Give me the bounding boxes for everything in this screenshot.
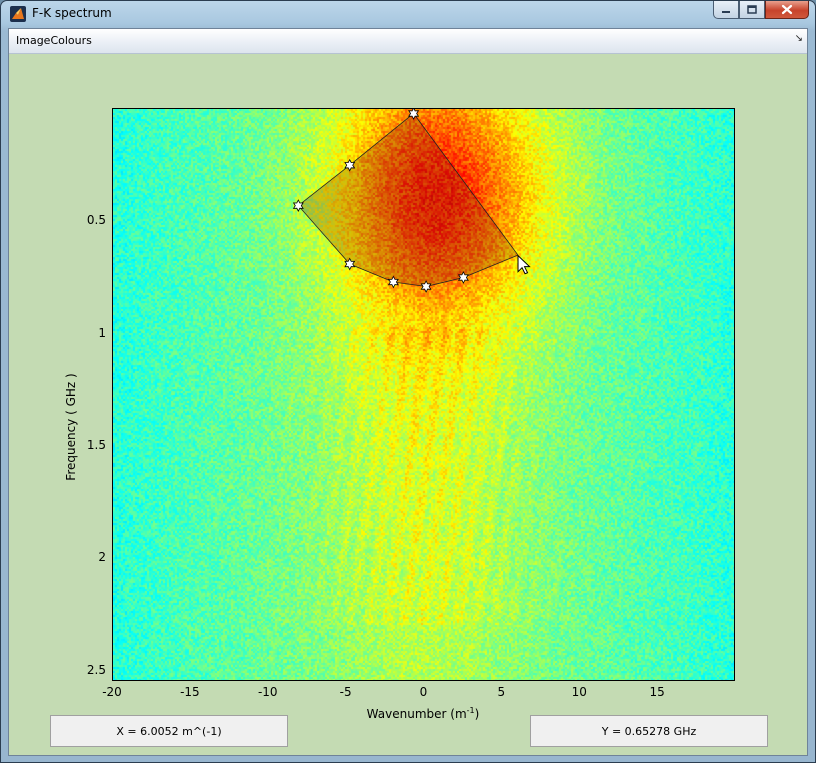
selection-polygon[interactable] <box>297 112 519 287</box>
maximize-button[interactable] <box>739 1 765 19</box>
y-tick-label: 0.5 <box>86 213 106 228</box>
x-readout-box: X = 6.0052 m^(-1) <box>50 715 288 747</box>
selection-overlay[interactable] <box>113 109 735 681</box>
polygon-vertex-marker[interactable] <box>408 109 420 120</box>
polygon-vertex-marker[interactable] <box>344 158 356 172</box>
title-bar[interactable]: F-K spectrum <box>1 1 815 27</box>
polygon-vertex-marker[interactable] <box>344 257 356 271</box>
minimize-button[interactable] <box>713 1 739 19</box>
x-axis-label: Wavenumber (m-1) <box>366 706 480 721</box>
x-tick-label: -15 <box>180 685 200 699</box>
x-tick-label: 5 <box>497 685 506 699</box>
y-readout-box: Y = 0.65278 GHz <box>530 715 768 747</box>
x-tick-label: -20 <box>102 685 122 699</box>
close-button[interactable] <box>765 1 809 19</box>
polygon-vertex-marker[interactable] <box>387 275 399 289</box>
menu-bar: ImageColours ↘ <box>9 29 807 54</box>
minimize-icon <box>722 10 730 13</box>
x-tick-label: -10 <box>257 685 278 699</box>
x-tick-label: 10 <box>571 685 587 699</box>
menu-overflow-icon[interactable]: ↘ <box>794 33 803 44</box>
y-tick-label: 1.5 <box>86 438 106 453</box>
close-icon <box>781 4 793 15</box>
x-readout-text: X = 6.0052 m^(-1) <box>116 724 222 738</box>
x-tick-label: 15 <box>649 685 665 699</box>
x-tick-label: 0 <box>419 685 428 699</box>
maximize-icon <box>747 5 757 14</box>
polygon-vertex-marker[interactable] <box>420 280 432 293</box>
x-tick-label: -5 <box>339 685 352 699</box>
fk-plot-area[interactable] <box>112 108 735 681</box>
y-tick-label: 2.5 <box>86 662 106 677</box>
figure-client-area: ImageColours ↘ Frequency ( GHz ) Wavenum… <box>8 28 808 756</box>
window-title: F-K spectrum <box>32 6 112 20</box>
matlab-icon <box>10 6 26 22</box>
y-tick-label: 2 <box>98 550 106 565</box>
y-tick-label: 1 <box>98 325 106 340</box>
y-axis-label: Frequency ( GHz ) <box>64 373 78 481</box>
fk-heatmap[interactable] <box>113 109 734 680</box>
polygon-vertex-marker[interactable] <box>292 199 304 212</box>
mouse-cursor-icon <box>517 254 531 275</box>
menu-imagecolours[interactable]: ImageColours <box>16 34 92 47</box>
polygon-vertex-marker[interactable] <box>457 271 469 284</box>
y-readout-text: Y = 0.65278 GHz <box>601 724 697 738</box>
